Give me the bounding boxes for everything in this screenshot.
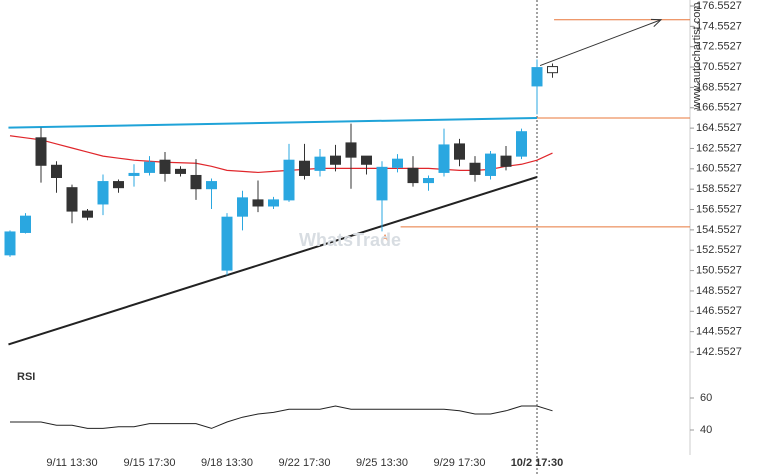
x-tick-label: 9/15 17:30	[124, 457, 176, 469]
trendline	[8, 176, 538, 346]
candle-body	[547, 66, 558, 74]
y-tick-label: 152.5527	[696, 244, 742, 256]
rsi-tick-label: 60	[700, 392, 712, 404]
candle-body	[423, 178, 434, 184]
y-tick-label: 144.5527	[696, 326, 742, 338]
rsi-tick-label: 40	[700, 424, 712, 436]
candle-body	[454, 143, 465, 160]
x-tick-label: 9/25 13:30	[356, 457, 408, 469]
y-tick-label: 148.5527	[696, 285, 742, 297]
candle-body	[51, 164, 62, 179]
y-tick-label: 154.5527	[696, 224, 742, 236]
x-tick-label: 9/29 17:30	[434, 457, 486, 469]
candle-body	[82, 210, 93, 218]
candle-body	[516, 131, 527, 157]
y-tick-label: 146.5527	[696, 305, 742, 317]
candle-body	[345, 142, 357, 158]
candle-body	[35, 137, 47, 166]
candle-body	[485, 153, 496, 176]
candle-body	[376, 166, 388, 201]
x-tick-label: 9/22 17:30	[279, 457, 331, 469]
candle-body	[438, 144, 450, 173]
x-tick-label: 10/2 17:30	[511, 457, 564, 469]
candle-body	[144, 161, 155, 173]
candle-body	[330, 155, 341, 165]
y-tick-label: 160.5527	[696, 163, 742, 175]
candle-body	[159, 159, 171, 174]
candle-body	[20, 215, 31, 233]
candle-body	[314, 156, 326, 171]
y-tick-label: 170.5527	[696, 61, 742, 73]
y-tick-label: 158.5527	[696, 183, 742, 195]
candle-body	[500, 155, 512, 167]
y-tick-label: 176.5527	[696, 0, 742, 12]
y-tick-label: 142.5527	[696, 346, 742, 358]
forecast-arrow	[539, 19, 662, 67]
y-tick-label: 164.5527	[696, 122, 742, 134]
candle-body	[66, 187, 78, 212]
candle-body	[392, 158, 403, 168]
candle-body	[252, 199, 264, 207]
x-tick-label: 9/18 13:30	[201, 457, 253, 469]
candle-body	[531, 67, 543, 87]
watermark: WhatsTrade	[299, 230, 401, 250]
candle-body	[237, 197, 248, 217]
y-tick-label: 166.5527	[696, 102, 742, 114]
candle-body	[268, 199, 279, 207]
y-tick-label: 174.5527	[696, 20, 742, 32]
y-tick-label: 172.5527	[696, 41, 742, 53]
candle-body	[128, 172, 140, 176]
y-tick-label: 156.5527	[696, 203, 742, 215]
candle-body	[206, 181, 217, 190]
candle-body	[190, 174, 202, 190]
candle-body	[407, 167, 419, 184]
candle-body	[221, 216, 233, 271]
source: www.autochartist.com	[691, 3, 703, 111]
pattern-point-label: A	[382, 234, 388, 243]
candle-body	[283, 159, 295, 201]
y-tick-label: 168.5527	[696, 81, 742, 93]
trendline	[8, 116, 538, 129]
rsi-line	[10, 405, 553, 429]
watermark-group: WhatsTrade	[299, 230, 401, 250]
candle-body	[469, 162, 481, 175]
moving-average	[9, 135, 553, 174]
rsi-label: RSI	[17, 371, 35, 383]
x-tick-label: 9/11 13:30	[46, 457, 97, 469]
candle-body	[113, 181, 124, 189]
candle-body	[4, 231, 16, 256]
candle-body	[361, 155, 372, 165]
y-tick-label: 150.5527	[696, 264, 742, 276]
arrow-head	[650, 18, 663, 28]
candle-body	[97, 181, 109, 205]
y-tick-label: 162.5527	[696, 142, 742, 154]
candle-body	[299, 160, 310, 176]
candle-body	[175, 168, 186, 174]
